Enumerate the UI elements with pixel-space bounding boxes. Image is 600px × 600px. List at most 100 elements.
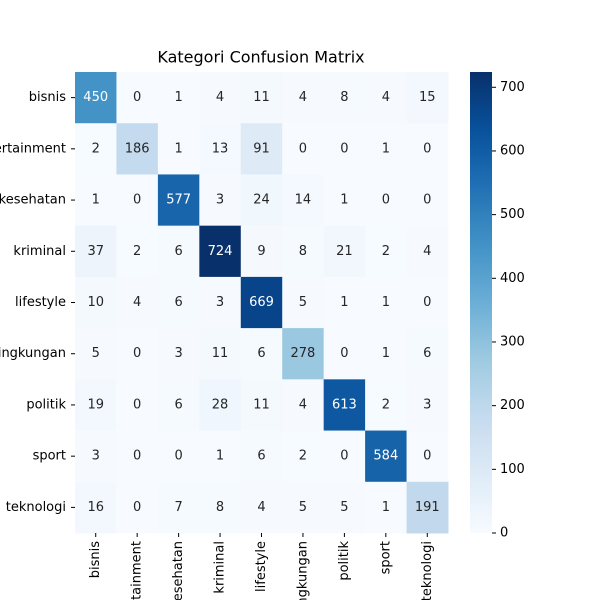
cell-label: 10 [87,295,104,310]
cell [406,379,449,432]
cell-label: 1 [340,295,348,310]
cell-label: 0 [423,141,431,156]
x-tick-label: entertainment [130,541,145,600]
cell-label: 5 [299,295,307,310]
x-tick-label: teknologi [420,541,435,600]
cell-label: 13 [212,141,229,156]
cell [157,481,200,534]
cell-label: 0 [133,500,141,515]
y-tick-label: lifestyle [15,295,66,310]
cell-label: 1 [174,141,182,156]
cell-label: 8 [340,90,348,105]
x-tick-label: lifestyle [254,541,269,592]
cell-label: 1 [382,141,390,156]
cell [199,123,242,175]
x-tick-label: lingkungan [295,541,310,600]
cell [157,174,200,227]
cell [157,276,200,329]
colorbar [470,72,492,533]
cell-label: 21 [336,244,353,259]
cell-label: 191 [415,500,440,515]
cell-label: 2 [133,244,141,259]
cell-label: 4 [299,397,307,412]
cell [240,174,283,227]
cell [75,379,117,432]
cell [282,123,325,175]
cell [365,225,408,278]
y-tick-label: kesehatan [0,193,66,208]
colorbar-tick-label: 100 [500,462,525,477]
cell-label: 6 [257,449,265,464]
cell-label: 1 [382,295,390,310]
cell-label: 0 [340,346,348,361]
chart-title: Kategori Confusion Matrix [157,48,364,67]
cell-label: 0 [340,141,348,156]
cell [75,481,117,534]
cell [365,481,408,534]
cell-label: 4 [299,90,307,105]
cell-label: 2 [382,244,390,259]
cell [116,225,159,278]
colorbar-tick-label: 0 [500,526,508,541]
cell [323,430,366,483]
cell-label: 577 [166,193,191,208]
cell [116,72,159,124]
cell-label: 5 [299,500,307,515]
cell [157,225,200,278]
cell-label: 6 [174,295,182,310]
cell-label: 8 [299,244,307,259]
cell-label: 0 [423,449,431,464]
cell-label: 0 [340,449,348,464]
y-tick-label: entertainment [0,141,66,156]
cell-label: 11 [253,397,270,412]
cell [282,174,325,227]
cell-label: 1 [174,90,182,105]
y-tick-label: teknologi [6,500,66,515]
cell [199,225,242,278]
cell-label: 6 [257,346,265,361]
y-tick-label: kriminal [13,244,66,259]
cell-label: 8 [216,500,224,515]
cell [199,276,242,329]
cell-label: 186 [125,141,150,156]
cell [199,379,242,432]
cell [157,430,200,483]
cell [75,174,117,227]
cell-label: 15 [419,90,436,105]
cell-label: 0 [423,193,431,208]
cell [406,481,449,534]
cell [406,225,449,278]
cell [199,174,242,227]
cell-label: 2 [92,141,100,156]
cell [282,72,325,124]
cell [406,123,449,175]
cell [282,481,325,534]
y-tick-label: lingkungan [0,346,66,361]
colorbar-tick-label: 300 [500,334,525,349]
cell [116,123,159,175]
cell-label: 3 [216,193,224,208]
cell-label: 6 [423,346,431,361]
cell [323,123,366,175]
cell [365,72,408,124]
cell-label: 724 [208,244,233,259]
cell [116,328,159,380]
cell-label: 3 [216,295,224,310]
cell [240,430,283,483]
cell [282,225,325,278]
cell-label: 450 [83,90,108,105]
cell [240,379,283,432]
y-tick-label: politik [26,397,66,412]
cell [365,174,408,227]
cell [323,328,366,380]
cell [75,430,117,483]
cell [365,328,408,380]
cell-label: 9 [257,244,265,259]
cell [282,379,325,432]
cell [323,481,366,534]
cell [406,72,449,124]
cell [116,481,159,534]
cell [116,430,159,483]
cell [75,123,117,175]
x-tick-label: kriminal [213,541,228,594]
